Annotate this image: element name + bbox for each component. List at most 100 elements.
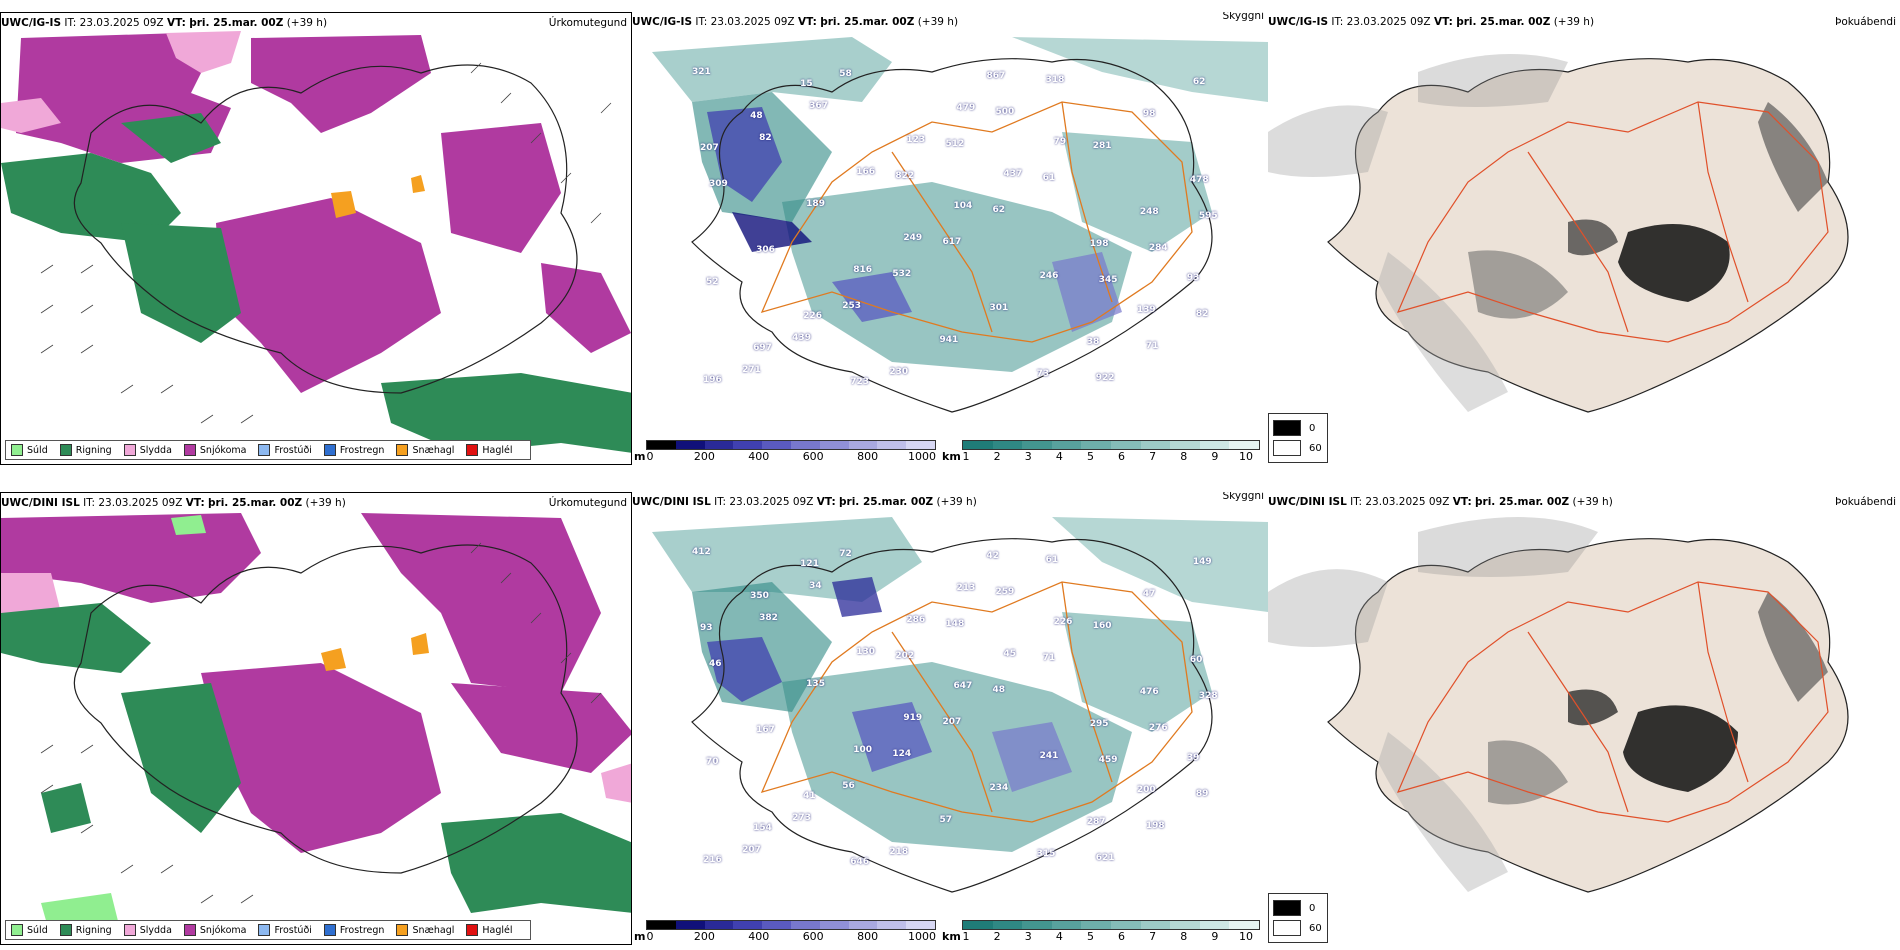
snow-area (1, 513, 261, 603)
cloud-base-area (832, 577, 882, 617)
rain-area (1, 603, 151, 673)
fog-map-canvas (1268, 517, 1849, 893)
model-name: UWC/IG-IS (1268, 16, 1329, 28)
colorbar-tick-label: 9 (1211, 930, 1219, 943)
cloud-base-label: 62 (1192, 77, 1206, 87)
init-time: 23.03.2025 09Z (1365, 496, 1450, 508)
precip-type-map-bottom: UWC/DINI ISL IT: 23.03.2025 09Z VT: þri.… (0, 492, 632, 945)
legend-swatch (466, 924, 479, 936)
map-title: Úrkomutegund (548, 17, 627, 29)
colorbar-tick-label: 0 (646, 930, 654, 943)
colorbar-swatch (704, 441, 734, 449)
fog-area (1268, 105, 1388, 177)
cloud-base-label: 71 (1145, 341, 1159, 351)
legend-item: Snæhagl (396, 444, 454, 456)
legend-swatch (183, 444, 196, 456)
map-header: UWC/DINI ISL IT: 23.03.2025 09Z VT: þri.… (1268, 492, 1900, 512)
cloud-base-label: 816 (853, 265, 873, 275)
cloud-base-label: 198 (1089, 239, 1109, 249)
colorbar-tick-label: 4 (1055, 930, 1063, 943)
wind-barbs (40, 542, 602, 904)
cloud-base-label: 166 (856, 167, 876, 177)
snow-area (361, 513, 601, 693)
legend-swatch (396, 924, 409, 936)
cloud-base-label: 41 (803, 791, 816, 801)
colorbar-strip (962, 440, 1260, 450)
cloud-base-label: 123 (906, 135, 926, 145)
legend-item: Rigning (59, 444, 112, 456)
snow-area (541, 263, 631, 353)
cloud-base-label: 287 (1086, 817, 1106, 827)
valid-time-label: VT: (1452, 496, 1472, 508)
map-title: Skyggni (1222, 492, 1265, 502)
legend-label: Snjókoma (199, 444, 247, 456)
legend-item: 60 (1273, 918, 1323, 938)
legend-swatch (183, 924, 196, 936)
low-visibility-area (1052, 517, 1268, 612)
colorbar-tick-label: 5 (1086, 930, 1094, 943)
cloud-base-label: 234 (989, 783, 1009, 793)
cloud-base-label: 476 (1139, 687, 1159, 697)
cloud-base-label: 309 (709, 179, 728, 189)
snow-area (451, 683, 631, 773)
legend-swatch (1273, 420, 1301, 436)
cloud-base-label: 318 (1045, 75, 1065, 85)
legend-item: 0 (1273, 898, 1323, 918)
legend-item: Frostúði (258, 924, 312, 936)
cloud-base-label: 73 (1036, 369, 1050, 379)
valid-time: þri. 25.mar. 00Z (820, 16, 915, 28)
precip-map-canvas (1, 493, 631, 944)
colorbar-tick-label: 6 (1118, 450, 1126, 463)
colorbar-swatch (733, 441, 763, 449)
cloud-base-label: 382 (759, 613, 778, 623)
colorbar-swatch (762, 441, 791, 449)
init-time-label: IT: (1350, 496, 1363, 508)
cloud-base-label: 48 (750, 111, 763, 121)
low-visibility-area (652, 37, 892, 102)
lead-time: (+39 h) (1553, 16, 1595, 28)
legend-label: Frostregn (339, 924, 385, 936)
visibility-colorbar: km 1 2 3 4 5 6 7 8 9 10 (942, 920, 1262, 944)
valid-time: þri. 25.mar. 00Z (1456, 16, 1551, 28)
legend-item: 60 (1273, 438, 1323, 458)
sleet-area (166, 31, 241, 73)
cloud-base-label: 167 (756, 725, 775, 735)
colorbar-swatch (675, 921, 705, 929)
cloud-base-label: 218 (889, 847, 909, 857)
map-title: Úrkomutegund (548, 497, 627, 509)
colorbar-swatch (733, 921, 763, 929)
map-title: Þokuábendi (1835, 496, 1896, 508)
cloud-base-label: 71 (1042, 653, 1056, 663)
colorbar-swatch (1229, 441, 1259, 449)
fog-index-legend: 0 60 (1268, 413, 1328, 463)
init-time-label: IT: (714, 496, 727, 508)
rain-area (441, 813, 631, 913)
low-visibility-area (1012, 37, 1268, 102)
colorbar-swatch (877, 441, 907, 449)
ice-pellets-area (411, 633, 429, 655)
cloud-base-label: 148 (945, 619, 965, 629)
precip-type-legend: Súld Rigning Slydda Snjókoma Frostúði Frostre… (5, 920, 531, 940)
cloud-base-label: 160 (1092, 621, 1112, 631)
legend-item: 0 (1273, 418, 1323, 438)
legend-label: 0 (1309, 422, 1316, 434)
cloud-base-label: 646 (850, 857, 870, 867)
colorbar-tick-label: 200 (693, 930, 715, 943)
legend-swatch (123, 444, 136, 456)
legend-item: Snæhagl (396, 924, 454, 936)
cloud-base-label: 306 (756, 245, 775, 255)
cloud-base-label: 42 (986, 551, 1000, 561)
cloud-base-label: 439 (792, 333, 811, 343)
colorbar-swatch (992, 921, 1023, 929)
cloud-base-label: 246 (1039, 271, 1059, 281)
coastline (691, 58, 1213, 413)
cloud-base-label: 259 (995, 587, 1015, 597)
fog-area (1488, 740, 1568, 805)
model-name: UWC/IG-IS (1, 17, 62, 29)
cloud-base-label: 154 (753, 823, 772, 833)
fog-area (1568, 219, 1618, 256)
colorbar-tick-label: 400 (748, 450, 770, 463)
cloud-base-label: 46 (709, 659, 722, 669)
cloud-base-label: 124 (892, 749, 912, 759)
colorbar-swatch (790, 441, 820, 449)
